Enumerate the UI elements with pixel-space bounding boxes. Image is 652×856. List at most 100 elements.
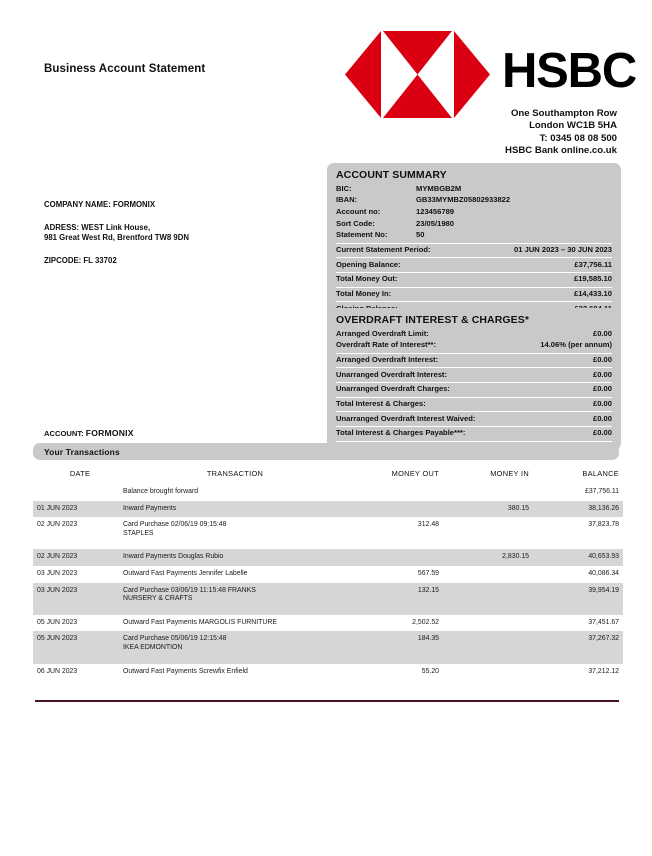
footer-divider [35, 700, 619, 702]
cell-transaction: Outward Fast Payments Jennifer Labelle [123, 569, 248, 577]
overdraft-row: Total Interest & Charges: £0.00 [336, 396, 612, 410]
transaction-description-line-2: NURSERY & CRAFTS [123, 595, 193, 603]
hsbc-hexagon-icon [345, 31, 490, 118]
company-address-line-1: ADRESS: WEST Link House, [44, 223, 151, 232]
cell-balance: 37,212.12 [588, 667, 619, 675]
overdraft-label: Arranged Overdraft Interest: [336, 354, 439, 364]
overdraft-label: Unarranged Overdraft Interest Waived: [336, 413, 476, 423]
cell-balance: 39,954.19 [529, 582, 623, 615]
column-header-money-in: MONEY IN [490, 469, 529, 478]
summary-total-row: Total Money In: £14,433.10 [336, 286, 612, 300]
company-zipcode: ZIPCODE: FL 33702 [44, 256, 117, 265]
summary-total-value: £14,433.10 [573, 289, 612, 299]
transactions-body: Balance brought forward £37,756.11 01 JUN … [33, 484, 623, 680]
overdraft-label: Unarranged Overdraft Interest: [336, 369, 447, 379]
company-name: COMPANY NAME: FORMONIX [44, 200, 156, 209]
summary-field-value: GB33MYMBZ05802933822 [416, 195, 511, 205]
cell-transaction: Card Purchase 02/06/19 09:15:48 STAPLES [123, 517, 347, 549]
hsbc-logo: HSBC [345, 27, 637, 125]
overdraft-plain-label: Overdraft Rate of Interest**: [336, 340, 437, 350]
bank-address-line-2: London WC1B 5HA [529, 120, 617, 132]
table-row: 03 JUN 2023 Outward Fast Payments Jennife… [33, 566, 623, 583]
table-row: 02 JUN 2023 Inward Payments Douglas Rubio… [33, 549, 623, 566]
column-header-date: DATE [69, 469, 91, 478]
cell-balance: 38,136.26 [529, 500, 623, 518]
summary-field-value: 23/05/1980 [416, 218, 455, 228]
overdraft-row: Unarranged Overdraft Charges: £0.00 [336, 381, 612, 395]
company-address-line-2: 981 Great West Rd, Brentford TW8 9DN [44, 233, 189, 242]
overdraft-value: £0.00 [592, 428, 612, 438]
overdraft-plain-value: £0.00 [592, 328, 612, 338]
cell-transaction: Outward Fast Payments Screwfix Enfield [123, 667, 248, 675]
overdraft-value: £0.00 [592, 369, 612, 379]
summary-field-label: Sort Code: [336, 218, 375, 228]
cell-money-out: 2,502.52 [412, 618, 439, 626]
bank-address-line-1: One Southampton Row [510, 108, 617, 119]
cell-balance: 40,086.34 [588, 569, 619, 577]
account-summary-title: ACCOUNT SUMMARY [336, 169, 447, 181]
cell-date: 03 JUN 2023 [33, 582, 123, 615]
cell-date: 05 JUN 2023 [33, 631, 123, 664]
overdraft-row: Arranged Overdraft Interest: £0.00 [336, 352, 612, 366]
cell-money-out: 184.35 [347, 631, 439, 664]
cell-money-out: 55.20 [421, 667, 439, 675]
overdraft-value: £0.00 [592, 354, 612, 364]
cell-money-in [439, 664, 529, 681]
cell-money-in [439, 615, 529, 632]
summary-field-label: Statement No: [336, 230, 388, 240]
cell-date: 03 JUN 2023 [37, 569, 78, 577]
background-watermark [268, 800, 628, 856]
cell-money-out [347, 500, 439, 518]
cell-transaction: Card Purchase 05/06/19 12:15:48 IKEA EDMO… [123, 631, 347, 664]
company-address-row: ADRESS: WEST Link House, 981 Great West … [44, 223, 304, 243]
overdraft-row: Unarranged Overdraft Interest: £0.00 [336, 367, 612, 380]
overdraft-row: Unarranged Overdraft Interest Waived: £0… [336, 411, 612, 424]
column-header-money-out: MONEY OUT [391, 469, 439, 478]
summary-total-row: Total Money Out: £19,585.10 [336, 271, 612, 285]
column-header-balance: BALANCE [582, 469, 619, 478]
overdraft-label: Unarranged Overdraft Charges: [336, 384, 450, 394]
cell-money-out [347, 549, 439, 566]
overdraft-value: £0.00 [592, 384, 612, 394]
cell-transaction: Inward Payments [123, 500, 347, 518]
cell-transaction: Outward Fast Payments MARGOLIS FURNITURE [123, 618, 277, 626]
overdraft-row: Total Interest & Charges Payable***: £0.… [336, 425, 612, 439]
table-row: 05 JUN 2023 Outward Fast Payments MARGOLI… [33, 615, 623, 632]
bank-address-line-4: HSBC Bank online.co.uk [505, 145, 617, 157]
cell-date [33, 484, 123, 501]
overdraft-plain-row: Arranged Overdraft Limit: £0.00 [336, 328, 612, 340]
cell-transaction: Card Purchase 03/06/19 11:15:48 FRANKS NU… [123, 582, 347, 615]
company-name-row: COMPANY NAME: FORMONIX [44, 200, 304, 210]
account-summary-panel: ACCOUNT SUMMARY BIC: MYMBGB2M IBAN: GB33… [327, 163, 621, 326]
summary-total-value: 01 JUN 2023 – 30 JUN 2023 [514, 245, 612, 255]
summary-field-row: Statement No: 50 [336, 230, 612, 242]
cell-balance: 37,267.32 [529, 631, 623, 664]
cell-date: 01 JUN 2023 [33, 500, 123, 518]
overdraft-value: £0.00 [592, 398, 612, 408]
summary-total-row: Current Statement Period: 01 JUN 2023 – … [336, 242, 612, 256]
cell-money-out [347, 484, 439, 501]
table-row: 05 JUN 2023 Card Purchase 05/06/19 12:15:… [33, 631, 623, 664]
cell-money-in: 380.15 [439, 500, 529, 518]
transactions-banner: Your Transactions [33, 443, 619, 460]
summary-total-label: Total Money Out: [336, 274, 398, 284]
cell-money-in [439, 484, 529, 501]
summary-field-row: Account no: 123456789 [336, 206, 612, 218]
summary-field-row: BIC: MYMBGB2M [336, 183, 612, 195]
overdraft-value: £0.00 [592, 413, 612, 423]
cell-balance: £37,756.11 [585, 488, 619, 495]
table-row: Balance brought forward £37,756.11 [33, 484, 623, 501]
company-zipcode-row: ZIPCODE: FL 33702 [44, 256, 304, 266]
cell-money-in: 2,830.15 [439, 549, 529, 566]
page-title: Business Account Statement [44, 63, 206, 75]
table-row: 03 JUN 2023 Card Purchase 03/06/19 11:15:… [33, 582, 623, 615]
summary-field-label: Account no: [336, 206, 381, 216]
overdraft-plain-label: Arranged Overdraft Limit: [336, 328, 429, 338]
summary-field-row: Sort Code: 23/05/1980 [336, 218, 612, 230]
account-label: ACCOUNT: FORMONIX [44, 428, 134, 438]
table-row: 01 JUN 2023 Inward Payments 380.15 38,136.2… [33, 500, 623, 518]
summary-field-row: IBAN: GB33MYMBZ05802933822 [336, 195, 612, 207]
table-row: 02 JUN 2023 Card Purchase 02/06/19 09:15:… [33, 517, 623, 549]
cell-money-out: 567.59 [417, 569, 439, 577]
overdraft-title: OVERDRAFT INTEREST & CHARGES* [336, 314, 530, 326]
